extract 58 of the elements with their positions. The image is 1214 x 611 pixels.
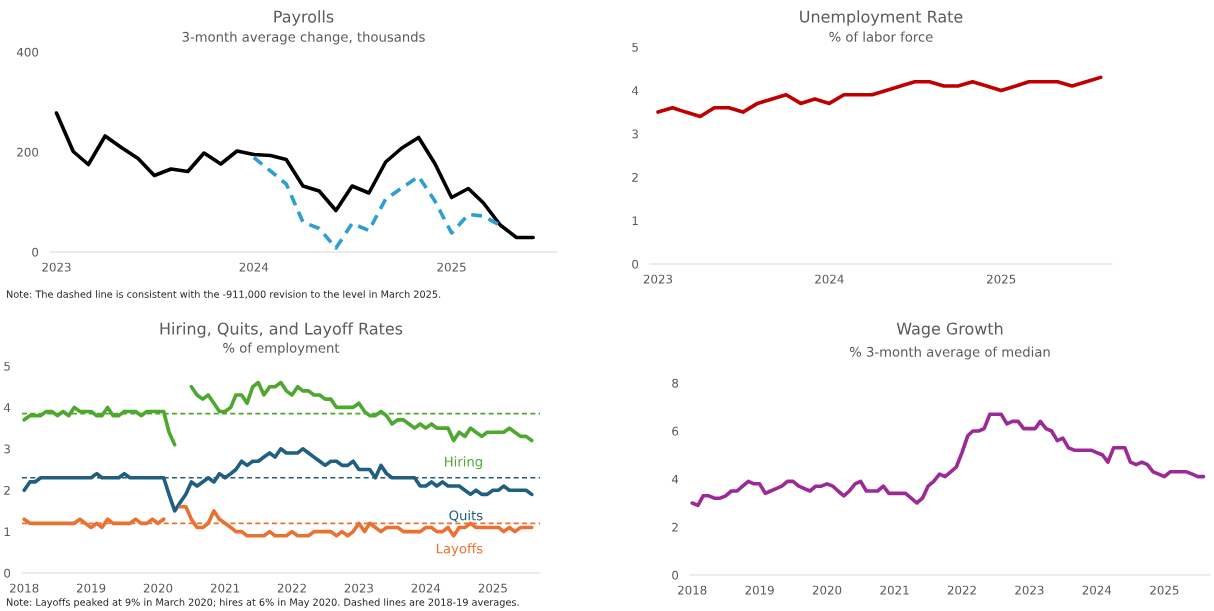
chart-title: Payrolls: [274, 10, 334, 26]
y-tick-label: 1: [632, 216, 638, 226]
chart-title: Hiring, Quits, and Layoff Rates: [160, 322, 403, 338]
x-tick-label: 2018: [10, 583, 39, 593]
x-tick-label: 2024: [815, 274, 844, 284]
chart-title: Unemployment Rate: [800, 10, 963, 26]
chart-title: Wage Growth: [896, 322, 1003, 338]
x-tick-label: 2022: [277, 583, 306, 593]
x-tick-label: 2025: [1150, 585, 1179, 595]
y-tick-label: 1: [4, 527, 10, 537]
y-tick-label: 2: [632, 172, 638, 182]
x-tick-label: 2023: [1015, 585, 1044, 595]
y-tick-label: 2: [672, 522, 678, 532]
y-tick-label: 0: [32, 247, 39, 257]
x-tick-label: 2023: [643, 274, 673, 284]
x-tick-label: 2025: [478, 583, 507, 593]
y-tick-label: 400: [16, 47, 39, 57]
y-tick-label: 0: [4, 568, 11, 578]
y-tick-label: 8: [672, 378, 679, 388]
y-tick-label: 4: [631, 86, 639, 95]
y-tick-label: 6: [672, 426, 679, 436]
x-tick-label: 2024: [411, 583, 441, 593]
x-tick-label: 2025: [437, 262, 466, 272]
text: Note: The dashed line is consistent with the -911,000 revision to the level in March 2025.: [6, 290, 441, 299]
series-label: Quits: [449, 510, 483, 522]
x-tick-label: 2020: [812, 585, 842, 595]
y-tick-label: 200: [17, 147, 39, 157]
x-tick-label: 2020: [143, 583, 173, 593]
x-tick-label: 2024: [239, 262, 269, 272]
chart-subtitle: % of labor force: [829, 31, 933, 42]
y-tick-label: 4: [671, 474, 679, 484]
chart-subtitle: 3-month average change, thousands: [182, 31, 425, 45]
y-tick-label: 0: [632, 259, 639, 269]
x-tick-label: 2019: [76, 583, 106, 593]
y-tick-label: 5: [632, 42, 638, 52]
chart-subtitle: % 3-month average of median: [849, 346, 1050, 360]
y-tick-label: 0: [672, 570, 679, 580]
series-label: Layoffs: [436, 543, 483, 557]
y-tick-label: 3: [632, 129, 638, 139]
x-tick-label: 2023: [344, 583, 373, 593]
y-tick-label: 2: [4, 485, 10, 495]
x-tick-label: 2022: [947, 585, 976, 595]
y-tick-label: 3: [4, 444, 10, 454]
text: Note: Layoffs peaked at 9% in March 2020; hires at 6% in May 2020. Dashed lines are 2018-19 averages.: [6, 598, 519, 608]
x-tick-label: 2018: [678, 585, 707, 595]
x-tick-label: 2021: [210, 583, 240, 593]
chart-subtitle: % of employment: [223, 342, 340, 356]
x-tick-label: 2025: [987, 274, 1016, 284]
line-series: [656, 75, 1103, 119]
line-series: [690, 412, 1206, 508]
x-tick-label: 2019: [745, 585, 774, 595]
y-tick-label: 4: [3, 403, 11, 412]
x-tick-label: 2023: [42, 262, 71, 272]
x-tick-label: 2024: [1082, 585, 1112, 595]
series-label: Hiring: [445, 456, 482, 470]
line-series: [54, 111, 536, 240]
y-tick-label: 5: [4, 361, 10, 371]
x-tick-label: 2021: [880, 585, 909, 595]
